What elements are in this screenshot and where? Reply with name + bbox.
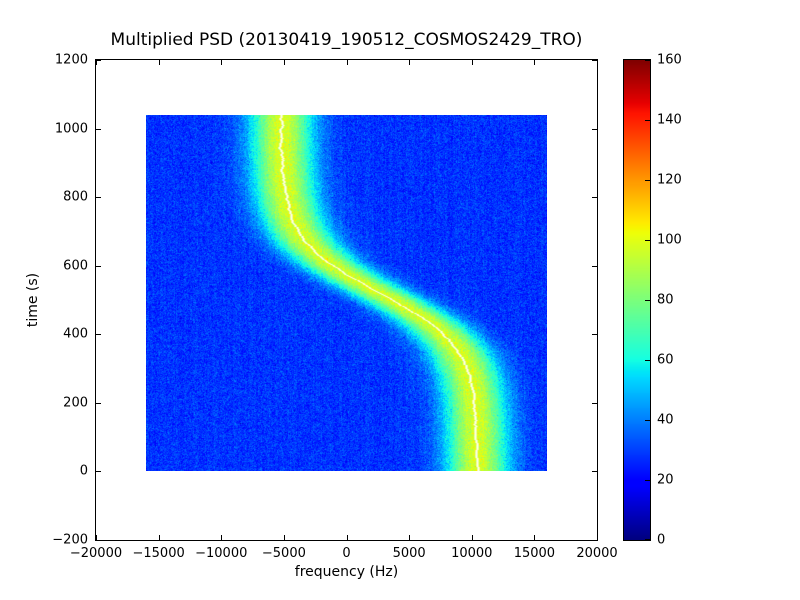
y-tick-label: −200 (52, 532, 88, 548)
y-tick-label: 600 (63, 258, 88, 274)
y-tick-label: 400 (63, 326, 88, 342)
y-tick-mark (592, 197, 597, 198)
colorbar-tick-mark (645, 300, 650, 301)
y-tick-mark (592, 266, 597, 267)
x-tick-label: 10000 (451, 546, 493, 561)
x-tick-mark (597, 535, 598, 540)
y-tick-label: 800 (63, 189, 88, 205)
colorbar-tick-mark (645, 360, 650, 361)
colorbar-tick-label: 20 (657, 472, 674, 488)
y-tick-mark (592, 471, 597, 472)
x-tick-mark (347, 60, 348, 65)
colorbar-tick-label: 160 (657, 52, 682, 68)
colorbar (623, 59, 651, 541)
x-tick-label: 20000 (576, 546, 618, 561)
y-tick-mark (96, 60, 101, 61)
colorbar-tick-label: 120 (657, 172, 682, 188)
plot-area (95, 59, 598, 541)
y-tick-mark (592, 403, 597, 404)
y-tick-label: 1000 (54, 121, 88, 137)
x-tick-mark (284, 535, 285, 540)
x-tick-label: −20000 (69, 546, 123, 561)
x-tick-mark (597, 60, 598, 65)
y-tick-mark (96, 129, 101, 130)
y-tick-mark (96, 266, 101, 267)
x-tick-mark (347, 535, 348, 540)
colorbar-tick-mark (645, 240, 650, 241)
chart-title: Multiplied PSD (20130419_190512_COSMOS24… (110, 30, 583, 50)
x-tick-mark (221, 60, 222, 65)
colorbar-tick-mark (645, 120, 650, 121)
colorbar-tick-label: 100 (657, 232, 682, 248)
y-tick-mark (96, 540, 101, 541)
colorbar-tick-mark (645, 480, 650, 481)
x-tick-mark (159, 535, 160, 540)
y-tick-label: 0 (79, 463, 88, 479)
colorbar-tick-label: 40 (657, 412, 674, 428)
x-tick-mark (159, 60, 160, 65)
x-tick-mark (409, 535, 410, 540)
y-tick-mark (592, 60, 597, 61)
x-tick-label: 0 (342, 546, 351, 561)
y-tick-mark (96, 197, 101, 198)
x-tick-mark (534, 60, 535, 65)
x-tick-label: 5000 (392, 546, 426, 561)
colorbar-tick-mark (645, 60, 650, 61)
x-tick-mark (409, 60, 410, 65)
x-tick-mark (472, 60, 473, 65)
x-tick-mark (96, 60, 97, 65)
x-tick-label: −10000 (195, 546, 248, 561)
x-tick-mark (284, 60, 285, 65)
x-tick-mark (534, 535, 535, 540)
colorbar-tick-mark (645, 539, 650, 540)
x-tick-label: −5000 (261, 546, 306, 561)
y-tick-mark (592, 540, 597, 541)
x-tick-mark (472, 535, 473, 540)
y-tick-mark (96, 403, 101, 404)
x-tick-label: −15000 (132, 546, 185, 561)
y-tick-mark (592, 334, 597, 335)
colorbar-tick-label: 80 (657, 292, 674, 308)
colorbar-tick-label: 140 (657, 112, 682, 128)
y-tick-label: 200 (63, 395, 88, 411)
x-axis-label: frequency (Hz) (294, 564, 399, 580)
x-tick-mark (96, 535, 97, 540)
x-tick-label: 15000 (513, 546, 556, 561)
y-tick-mark (96, 471, 101, 472)
colorbar-tick-label: 60 (657, 352, 674, 368)
y-tick-mark (96, 334, 101, 335)
x-tick-mark (221, 535, 222, 540)
y-tick-mark (592, 129, 597, 130)
colorbar-tick-label: 0 (657, 532, 666, 548)
heatmap-canvas (146, 115, 547, 471)
y-tick-label: 1200 (54, 52, 88, 68)
colorbar-tick-mark (645, 420, 650, 421)
colorbar-tick-mark (645, 180, 650, 181)
